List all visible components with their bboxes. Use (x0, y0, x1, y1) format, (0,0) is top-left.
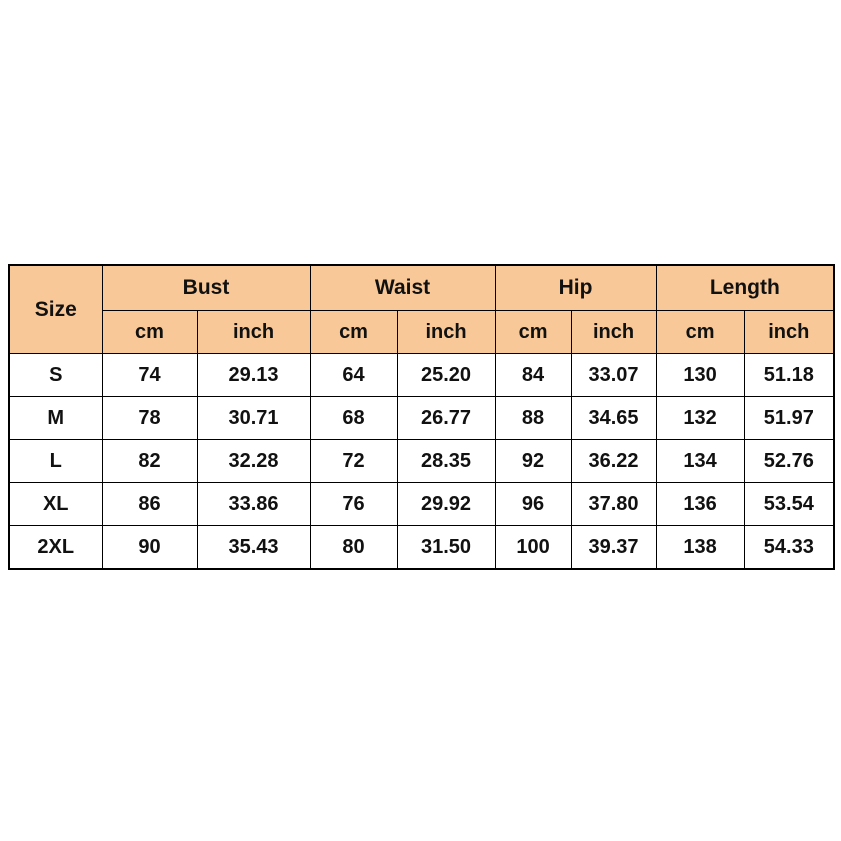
table-cell: 138 (655, 525, 745, 570)
header-unit-row: cm inch cm inch cm inch cm inch (9, 310, 835, 354)
table-cell: 39.37 (570, 525, 657, 570)
table-cell: 96 (494, 482, 572, 526)
table-cell: 80 (309, 525, 398, 570)
table-cell: 53.54 (743, 482, 835, 526)
size-chart-table: Size Bust Waist Hip Length cm inch cm in… (8, 264, 836, 570)
size-cell: XL (8, 482, 103, 526)
unit-header-waist-inch: inch (396, 310, 496, 354)
table-cell: 33.86 (196, 482, 311, 526)
table-cell: 100 (494, 525, 572, 570)
unit-header-hip-inch: inch (570, 310, 657, 354)
table-cell: 31.50 (396, 525, 496, 570)
unit-header-hip-cm: cm (494, 310, 572, 354)
table-cell: 136 (655, 482, 745, 526)
group-header-waist: Waist (309, 264, 496, 311)
table-cell: 35.43 (196, 525, 311, 570)
table-row-l: L 82 32.28 72 28.35 92 36.22 134 52.76 (8, 439, 835, 483)
table-cell: 34.65 (570, 396, 657, 440)
header-group-row: Size Bust Waist Hip Length (8, 264, 835, 354)
group-header-length: Length (655, 264, 835, 311)
table-cell: 134 (655, 439, 745, 483)
table-cell: 84 (494, 353, 572, 397)
table-header: Size Bust Waist Hip Length cm inch cm in… (8, 264, 835, 354)
size-cell: S (8, 353, 103, 397)
table-cell: 82 (101, 439, 198, 483)
unit-header-length-cm: cm (655, 310, 745, 354)
size-cell: 2XL (8, 525, 103, 570)
table-cell: 29.92 (396, 482, 496, 526)
table-cell: 52.76 (743, 439, 835, 483)
unit-header-waist-cm: cm (309, 310, 398, 354)
unit-header-length-inch: inch (743, 310, 835, 354)
table-cell: 92 (494, 439, 572, 483)
group-header-bust: Bust (101, 264, 311, 311)
table-cell: 29.13 (196, 353, 311, 397)
table-cell: 88 (494, 396, 572, 440)
table-cell: 86 (101, 482, 198, 526)
group-header-hip: Hip (494, 264, 657, 311)
table-cell: 28.35 (396, 439, 496, 483)
size-cell: L (8, 439, 103, 483)
table-row-m: M 78 30.71 68 26.77 88 34.65 132 51.97 (8, 396, 835, 440)
table-row-s: S 74 29.13 64 25.20 84 33.07 130 51.18 (8, 353, 835, 397)
table-cell: 51.97 (743, 396, 835, 440)
size-cell: M (8, 396, 103, 440)
table-cell: 51.18 (743, 353, 835, 397)
table-cell: 72 (309, 439, 398, 483)
unit-header-bust-cm: cm (101, 310, 198, 354)
table-row-xl: XL 86 33.86 76 29.92 96 37.80 136 53.54 (8, 482, 835, 526)
table-cell: 132 (655, 396, 745, 440)
table-cell: 32.28 (196, 439, 311, 483)
table-cell: 68 (309, 396, 398, 440)
table-cell: 130 (655, 353, 745, 397)
table-body: S 74 29.13 64 25.20 84 33.07 130 51.18 M… (8, 353, 835, 570)
table-cell: 36.22 (570, 439, 657, 483)
table-row-2xl: 2XL 90 35.43 80 31.50 100 39.37 138 54.3… (8, 525, 835, 570)
table-cell: 33.07 (570, 353, 657, 397)
table-cell: 30.71 (196, 396, 311, 440)
table-cell: 54.33 (743, 525, 835, 570)
table-cell: 37.80 (570, 482, 657, 526)
table-cell: 90 (101, 525, 198, 570)
table-cell: 78 (101, 396, 198, 440)
corner-header-size: Size (8, 264, 103, 354)
table-cell: 76 (309, 482, 398, 526)
table-cell: 26.77 (396, 396, 496, 440)
table-cell: 25.20 (396, 353, 496, 397)
table-cell: 64 (309, 353, 398, 397)
unit-header-bust-inch: inch (196, 310, 311, 354)
table-cell: 74 (101, 353, 198, 397)
